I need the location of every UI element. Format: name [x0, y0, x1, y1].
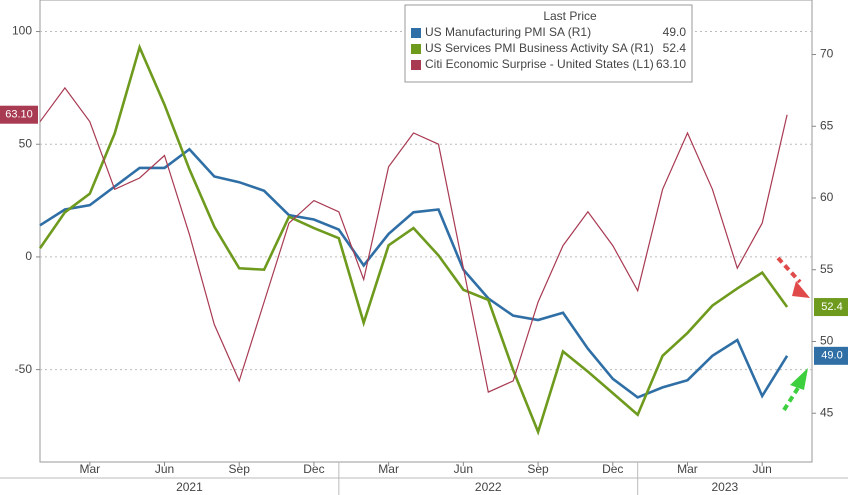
value-tag-label: 52.4 [821, 301, 842, 313]
value-tag [0, 105, 38, 124]
legend-value: 52.4 [663, 41, 687, 55]
legend-title: Last Price [543, 9, 597, 23]
red-arrow-head [792, 281, 810, 298]
y2-tick-label: 70 [820, 47, 834, 61]
y2-tick-label: 45 [820, 405, 834, 419]
x-tick-label: Dec [602, 462, 623, 476]
legend-value: 63.10 [656, 57, 686, 71]
y2-tick-label: 65 [820, 118, 834, 132]
x-tick-label: Jun [454, 462, 473, 476]
y2-tick-label: 60 [820, 190, 834, 204]
green-arrow [782, 386, 800, 412]
series-line [39, 147, 789, 399]
green-arrow-head [790, 368, 808, 390]
legend-label: US Services PMI Business Activity SA (R1… [425, 41, 654, 55]
x-tick-label: Sep [229, 462, 251, 476]
year-label: 2021 [176, 480, 203, 494]
series-line [38, 43, 789, 436]
value-tag [814, 298, 848, 317]
legend-value: 49.0 [663, 25, 687, 39]
series-line [39, 86, 788, 393]
value-tag-label: 49.0 [821, 350, 842, 362]
legend-label: Citi Economic Surprise - United States (… [425, 57, 654, 71]
y2-tick-label: 55 [820, 262, 834, 276]
value-tag [814, 346, 848, 365]
x-tick-label: Mar [378, 462, 399, 476]
legend-swatch [411, 60, 421, 70]
x-tick-label: Mar [79, 462, 100, 476]
y-tick-label: -50 [15, 362, 33, 376]
x-tick-label: Sep [527, 462, 549, 476]
year-label: 2022 [475, 480, 502, 494]
x-tick-label: Jun [155, 462, 174, 476]
y-tick-label: 50 [19, 136, 33, 150]
x-tick-label: Jun [753, 462, 772, 476]
legend-swatch [411, 44, 421, 54]
y-tick-label: 100 [12, 24, 32, 38]
legend-box [404, 4, 693, 83]
year-label: 2023 [711, 480, 738, 494]
x-tick-label: Dec [303, 462, 324, 476]
legend-label: US Manufacturing PMI SA (R1) [425, 25, 591, 39]
y2-tick-label: 50 [820, 334, 834, 348]
y-tick-label: 0 [25, 249, 32, 263]
value-tag-label: 63.10 [5, 109, 33, 121]
red-arrow [776, 256, 802, 284]
legend-swatch [411, 28, 421, 38]
legend: Last Price US Manufacturing PMI SA (R1) 4… [404, 4, 693, 83]
x-tick-label: Mar [677, 462, 698, 476]
